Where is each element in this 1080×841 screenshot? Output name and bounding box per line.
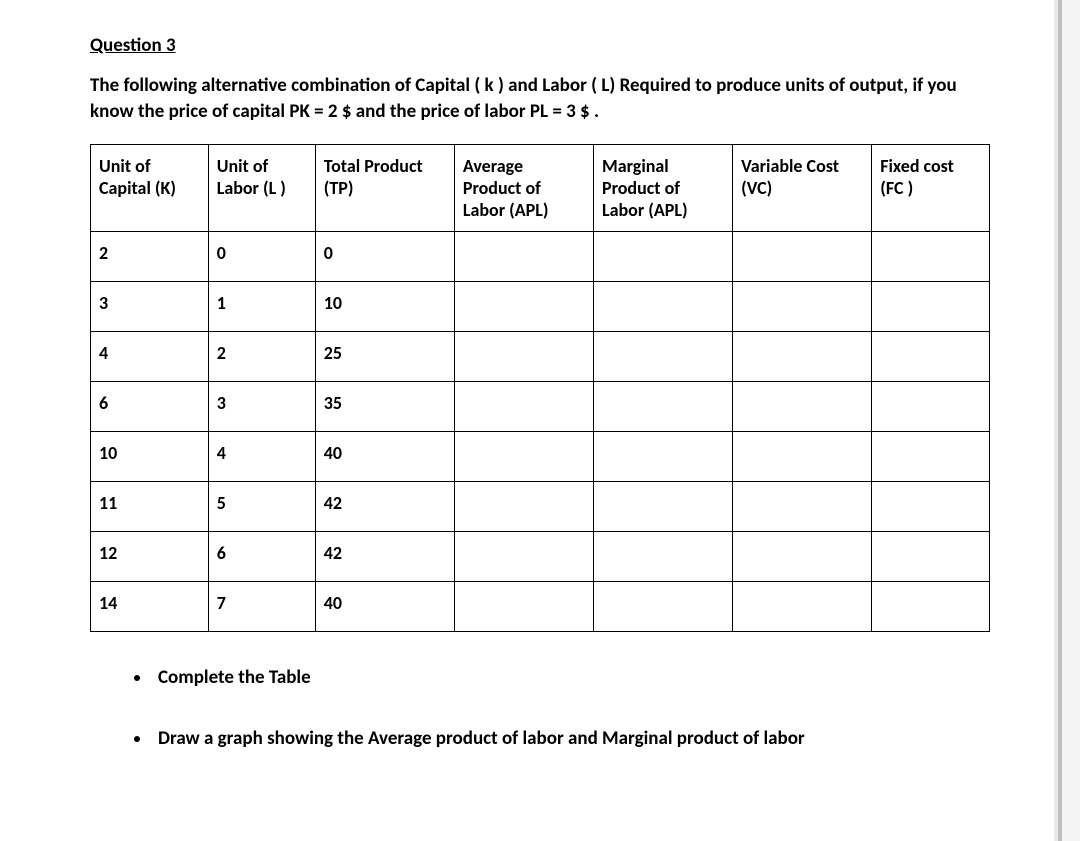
task-list: Complete the Table Draw a graph showing … [90,666,990,751]
table-cell [733,582,872,632]
question-title: Question 3 [90,34,990,57]
table-cell [733,382,872,432]
table-cell: 3 [91,282,209,332]
table-cell: 12 [91,532,209,582]
table-cell [593,282,732,332]
table-cell [733,432,872,482]
table-header-row: Unit of Capital (K) Unit of Labor (L ) T… [91,145,990,232]
table-row: 6335 [91,382,990,432]
table-cell [733,232,872,282]
table-row: 200 [91,232,990,282]
table-cell: 6 [91,382,209,432]
table-cell [872,232,990,282]
table-cell: 0 [208,232,315,282]
table-cell [872,582,990,632]
question-prompt: The following alternative combination of… [90,73,990,124]
table-cell: 25 [315,332,454,382]
table-cell [872,282,990,332]
table-cell [872,532,990,582]
col-header: Variable Cost (VC) [733,145,872,232]
table-cell [593,382,732,432]
table-cell: 35 [315,382,454,432]
table-cell [454,432,593,482]
col-header: Total Product (TP) [315,145,454,232]
table-cell [593,232,732,282]
table-cell [872,382,990,432]
table-row: 11542 [91,482,990,532]
table-cell [593,582,732,632]
table-cell [454,332,593,382]
table-cell [454,382,593,432]
table-row: 14740 [91,582,990,632]
table-cell [454,582,593,632]
table-cell: 42 [315,532,454,582]
table-cell [593,432,732,482]
col-header: Unit of Capital (K) [91,145,209,232]
document-page: Question 3 The following alternative com… [0,0,1080,808]
table-cell [593,482,732,532]
table-cell [733,532,872,582]
col-header: Unit of Labor (L ) [208,145,315,232]
table-row: 4225 [91,332,990,382]
scrollbar-gutter [1054,0,1080,841]
table-cell [872,482,990,532]
table-cell [454,282,593,332]
table-cell: 7 [208,582,315,632]
col-header: Average Product of Labor (APL) [454,145,593,232]
table-cell: 14 [91,582,209,632]
task-item: Draw a graph showing the Average product… [152,727,990,752]
table-cell: 2 [91,232,209,282]
table-cell: 5 [208,482,315,532]
table-cell [733,482,872,532]
table-cell: 10 [91,432,209,482]
table-cell [733,332,872,382]
table-cell: 2 [208,332,315,382]
table-cell [454,532,593,582]
table-cell: 40 [315,582,454,632]
table-row: 10440 [91,432,990,482]
table-cell: 3 [208,382,315,432]
table-row: 12642 [91,532,990,582]
table-cell [593,532,732,582]
table-cell [733,282,872,332]
table-cell [872,432,990,482]
table-cell: 1 [208,282,315,332]
table-cell [454,482,593,532]
table-row: 3110 [91,282,990,332]
table-body: 20031104225633510440115421264214740 [91,232,990,632]
col-header: Fixed cost (FC ) [872,145,990,232]
table-cell: 10 [315,282,454,332]
table-cell: 4 [208,432,315,482]
col-header: Marginal Product of Labor (APL) [593,145,732,232]
table-cell [593,332,732,382]
table-cell [872,332,990,382]
table-cell: 40 [315,432,454,482]
gutter-shade [1062,0,1080,841]
table-cell: 6 [208,532,315,582]
table-cell: 0 [315,232,454,282]
production-table: Unit of Capital (K) Unit of Labor (L ) T… [90,144,990,632]
task-item: Complete the Table [152,666,990,691]
table-cell: 11 [91,482,209,532]
table-cell: 42 [315,482,454,532]
table-cell [454,232,593,282]
table-cell: 4 [91,332,209,382]
